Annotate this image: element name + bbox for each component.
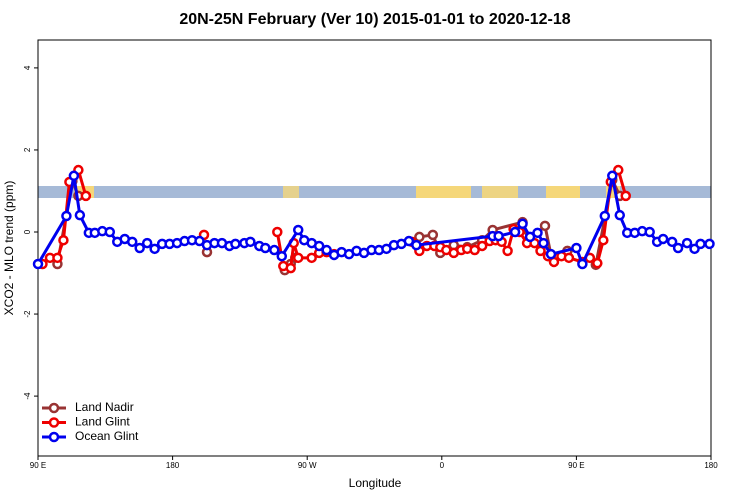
- point: [230, 238, 241, 250]
- point: [126, 236, 138, 248]
- y-tick-label: 2: [23, 147, 32, 152]
- point: [502, 245, 513, 257]
- point: [272, 226, 283, 238]
- point: [620, 190, 632, 202]
- point: [672, 242, 684, 254]
- point: [476, 240, 488, 252]
- point: [614, 209, 626, 221]
- y-tick-label: 4: [23, 65, 32, 70]
- point: [493, 230, 504, 242]
- point: [599, 210, 611, 222]
- point: [644, 226, 655, 238]
- point: [313, 240, 325, 252]
- point: [592, 257, 603, 269]
- point: [141, 237, 153, 249]
- point: [704, 238, 715, 250]
- legend-marker: [48, 402, 60, 414]
- point: [517, 218, 528, 230]
- point: [74, 209, 86, 221]
- point: [61, 210, 72, 222]
- point: [681, 237, 693, 249]
- point: [269, 244, 280, 256]
- point: [469, 244, 480, 256]
- x-tick-label: 0: [440, 461, 445, 470]
- point: [80, 190, 92, 202]
- point: [613, 164, 624, 176]
- x-axis-label: Longitude: [349, 476, 402, 490]
- point: [134, 242, 145, 254]
- x-tick-label: 180: [166, 461, 180, 470]
- point: [245, 236, 256, 248]
- point: [403, 235, 415, 247]
- point: [276, 250, 288, 262]
- point: [577, 258, 588, 270]
- x-tick-label: 180: [704, 461, 718, 470]
- point: [532, 227, 543, 239]
- point: [607, 170, 618, 182]
- point: [52, 252, 63, 264]
- point: [411, 239, 422, 251]
- legend-label: Land Glint: [75, 415, 130, 429]
- point: [68, 170, 80, 182]
- point: [32, 258, 44, 270]
- point: [509, 226, 521, 238]
- point: [666, 236, 678, 248]
- x-tick-label: 90 E: [568, 461, 584, 470]
- point: [321, 244, 332, 256]
- y-axis-label: XCO2 - MLO trend (ppm): [2, 181, 16, 316]
- point: [149, 243, 160, 255]
- point: [285, 262, 296, 274]
- point: [260, 242, 271, 254]
- point: [104, 226, 116, 238]
- y-tick-label: -2: [23, 310, 32, 318]
- point: [598, 234, 609, 246]
- point: [538, 237, 549, 249]
- legend-marker: [48, 431, 60, 443]
- y-tick-label: 0: [23, 229, 32, 234]
- point: [292, 252, 304, 264]
- legend-label: Land Nadir: [75, 400, 134, 414]
- point: [571, 242, 582, 254]
- point: [306, 252, 317, 264]
- x-tick-label: 90 E: [30, 461, 46, 470]
- point: [563, 252, 575, 264]
- point: [545, 248, 557, 260]
- point: [427, 229, 439, 241]
- point: [695, 238, 706, 250]
- chart-title: 20N-25N February (Ver 10) 2015-01-01 to …: [179, 11, 570, 28]
- legend-marker: [48, 417, 60, 428]
- point: [657, 233, 669, 245]
- point: [539, 220, 551, 232]
- point: [58, 234, 69, 246]
- legend-label: Ocean Glint: [75, 429, 139, 443]
- point: [292, 224, 304, 236]
- point: [524, 231, 536, 243]
- x-tick-label: 90 W: [298, 461, 317, 470]
- point: [194, 235, 205, 247]
- y-tick-label: -4: [23, 392, 32, 400]
